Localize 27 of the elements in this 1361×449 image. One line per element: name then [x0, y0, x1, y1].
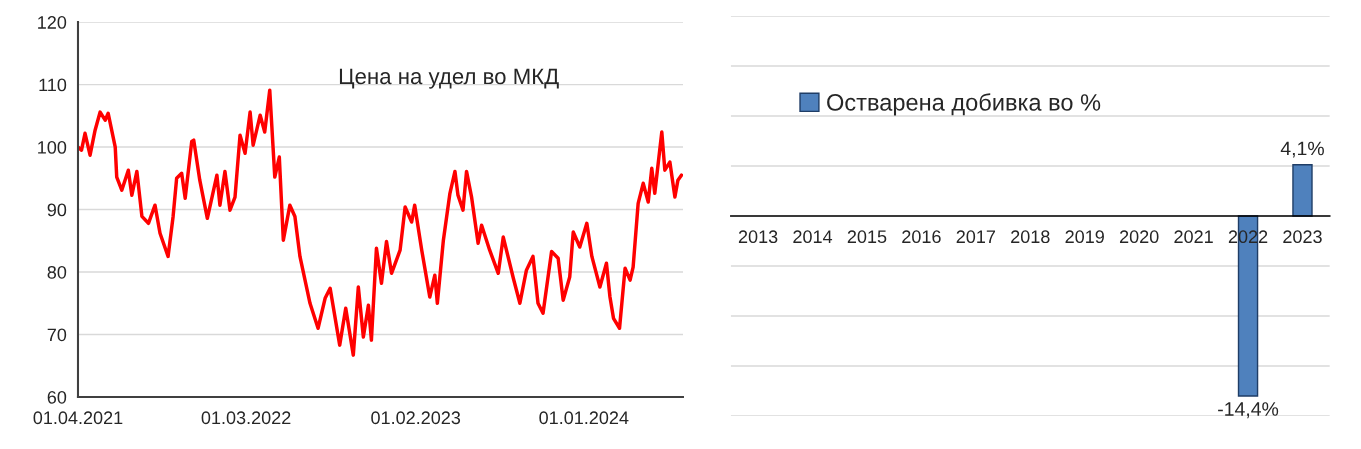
x-tick-label: 01.03.2022	[201, 411, 291, 425]
x-tick-label: 2019	[1065, 230, 1104, 244]
x-tick-label: 2020	[1119, 230, 1159, 244]
text: Цена на удел во МКД	[339, 68, 559, 89]
y-tick-label: 100	[38, 141, 67, 154]
x-tick-label: 2014	[793, 230, 833, 244]
x-tick-label: 2021	[1174, 230, 1213, 244]
data-label: 4,1%	[1280, 141, 1324, 158]
x-tick-label: 2016	[902, 230, 941, 244]
data-label: -14,4%	[1218, 402, 1279, 419]
x-tick-label: 2017	[956, 230, 996, 244]
y-tick-label: 120	[38, 16, 67, 29]
y-tick-label: 60	[47, 390, 67, 404]
x-tick-label: 01.02.2023	[371, 411, 461, 425]
y-tick-label: 90	[47, 203, 67, 217]
legend-label: Остварена добивка во %	[827, 93, 1101, 116]
x-tick-label: 2018	[1011, 230, 1050, 244]
x-tick-label: 2022	[1228, 230, 1268, 244]
y-tick-label: 70	[47, 328, 67, 342]
x-tick-label: 01.01.2024	[539, 411, 629, 425]
y-tick-label: 110	[39, 78, 67, 92]
x-tick-label: 2013	[738, 230, 778, 244]
x-tick-label: 2023	[1283, 230, 1322, 244]
y-tick-label: 80	[47, 265, 67, 279]
x-tick-label: 2015	[847, 230, 887, 244]
x-tick-label: 01.04.2021	[33, 411, 123, 425]
line-series	[77, 88, 683, 357]
